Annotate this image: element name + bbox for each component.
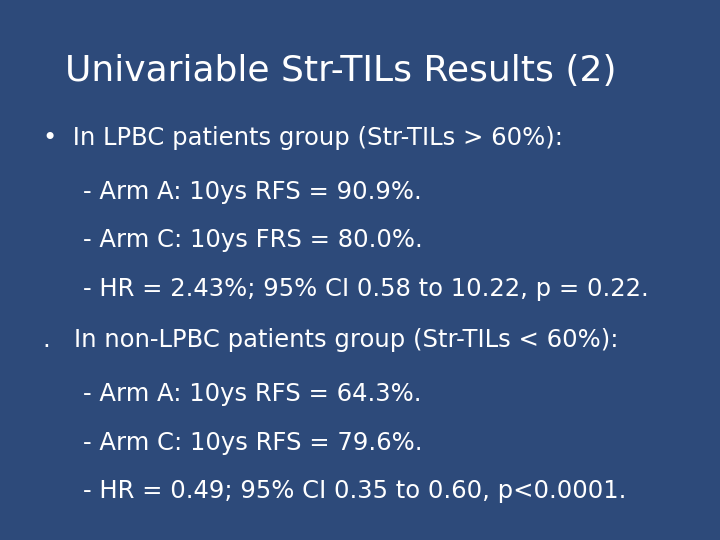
Text: - Arm A: 10ys RFS = 64.3%.: - Arm A: 10ys RFS = 64.3%. <box>83 382 421 406</box>
Text: - Arm A: 10ys RFS = 90.9%.: - Arm A: 10ys RFS = 90.9%. <box>83 180 421 204</box>
Text: - Arm C: 10ys FRS = 80.0%.: - Arm C: 10ys FRS = 80.0%. <box>83 228 423 252</box>
Text: - Arm C: 10ys RFS = 79.6%.: - Arm C: 10ys RFS = 79.6%. <box>83 431 423 455</box>
Text: - HR = 0.49; 95% CI 0.35 to 0.60, p<0.0001.: - HR = 0.49; 95% CI 0.35 to 0.60, p<0.00… <box>83 480 626 503</box>
Text: .   In non-LPBC patients group (Str-TILs < 60%):: . In non-LPBC patients group (Str-TILs <… <box>43 328 618 352</box>
Text: •  In LPBC patients group (Str-TILs > 60%):: • In LPBC patients group (Str-TILs > 60%… <box>43 126 563 150</box>
Text: - HR = 2.43%; 95% CI 0.58 to 10.22, p = 0.22.: - HR = 2.43%; 95% CI 0.58 to 10.22, p = … <box>83 277 649 301</box>
Text: Univariable Str-TILs Results (2): Univariable Str-TILs Results (2) <box>65 54 616 88</box>
